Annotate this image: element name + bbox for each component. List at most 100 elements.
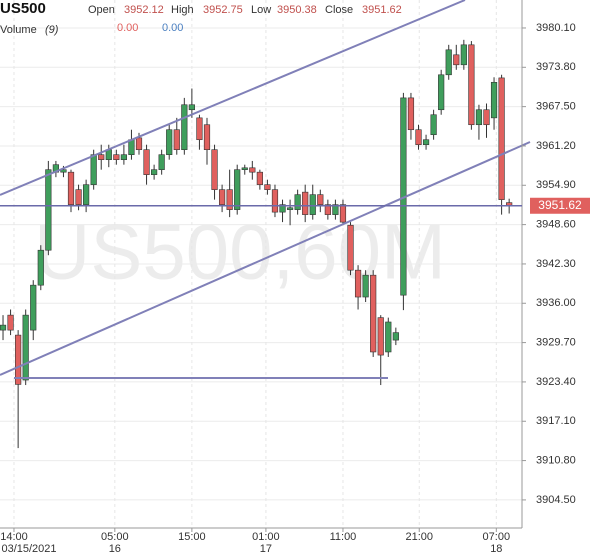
candle-body <box>151 169 158 175</box>
price-tag <box>530 197 590 214</box>
symbol: US500 <box>0 0 46 17</box>
candle-body <box>0 324 7 331</box>
candle-body <box>15 334 22 385</box>
candle-body <box>120 154 127 160</box>
open-value: 3952.12 <box>124 4 164 16</box>
candle-body <box>339 204 347 223</box>
candle-body <box>362 274 369 298</box>
candle-body <box>453 54 460 66</box>
candle-body <box>83 184 90 205</box>
candle-body <box>113 154 120 160</box>
candle-body <box>490 81 498 119</box>
candle-body <box>415 129 422 146</box>
x-date-label: 03/15/2021 <box>1 543 56 555</box>
candle-body <box>173 129 180 150</box>
x-date-label: 18 <box>490 543 502 555</box>
candle-body <box>498 77 505 200</box>
candle-body <box>234 169 241 210</box>
candle-body <box>37 249 44 286</box>
x-tick-label: 05:00 <box>101 531 129 543</box>
candle-body <box>354 269 362 298</box>
candle-body <box>271 189 279 213</box>
x-tick-label: 07:00 <box>483 531 511 543</box>
candle-body <box>264 184 271 190</box>
candle-body <box>317 194 324 205</box>
trend-line <box>0 141 531 376</box>
volume-label: Volume <box>0 24 37 36</box>
candle-body <box>347 224 354 271</box>
candle-body <box>324 204 331 215</box>
y-tick-label: 3973.80 <box>536 61 576 73</box>
candle-body <box>60 169 67 173</box>
candle-body <box>196 117 203 141</box>
high-value: 3952.75 <box>203 4 243 16</box>
x-tick-label: 11:00 <box>330 531 357 543</box>
candle-body <box>438 74 445 111</box>
volume-period: (9) <box>45 24 59 36</box>
candle-body <box>407 97 415 131</box>
candle-body <box>211 149 218 190</box>
candle-body <box>445 49 452 76</box>
candle-body <box>203 124 211 150</box>
high-label: High <box>171 4 194 16</box>
candle-body <box>422 139 430 146</box>
candle-body <box>392 332 399 341</box>
candle-body <box>166 129 173 155</box>
candle-body <box>241 167 248 170</box>
y-tick-label: 3923.40 <box>536 376 576 388</box>
candle-body <box>181 104 188 150</box>
candle-body <box>30 284 37 331</box>
candle-body <box>135 137 143 150</box>
close-label: Close <box>325 4 353 16</box>
y-tick-label: 3961.20 <box>536 140 576 152</box>
y-tick-label: 3917.10 <box>536 415 576 427</box>
candle-body <box>309 194 316 215</box>
candle-body <box>188 104 195 111</box>
candle-body <box>45 169 52 251</box>
candle-body <box>377 317 384 356</box>
low-label: Low <box>251 4 271 16</box>
x-tick-label: 14:00 <box>0 531 28 543</box>
candle-body <box>90 154 97 185</box>
candle-body <box>294 194 301 210</box>
volume-value: 0.00 <box>162 22 183 34</box>
candle-body <box>67 171 75 205</box>
price-tag-label: 3951.62 <box>538 198 582 212</box>
candle-body <box>249 167 256 173</box>
candle-body <box>460 44 467 66</box>
y-tick-label: 3929.70 <box>536 337 576 349</box>
close-value: 3951.62 <box>362 4 402 16</box>
x-tick-label: 01:00 <box>252 531 280 543</box>
candle-body <box>128 139 135 155</box>
candle-body <box>7 314 14 331</box>
candle-body <box>302 191 309 215</box>
candle-body <box>279 204 286 213</box>
candle-body <box>143 149 150 175</box>
y-tick-label: 3942.30 <box>536 258 576 270</box>
candle-body <box>158 154 165 170</box>
candle-body <box>385 321 392 353</box>
watermark: US500,60M <box>34 208 446 296</box>
candle-body <box>256 171 263 185</box>
candle-body <box>468 44 475 126</box>
x-date-label: 17 <box>260 543 272 555</box>
candle-body <box>218 189 226 205</box>
trend-line <box>0 0 466 196</box>
x-tick-label: 15:00 <box>178 531 206 543</box>
x-tick-label: 21:00 <box>405 531 433 543</box>
candle-body <box>98 154 105 160</box>
y-tick-label: 3967.50 <box>536 101 576 113</box>
x-date-label: 16 <box>109 543 121 555</box>
candle-body <box>286 207 294 210</box>
low-value: 3950.38 <box>277 4 317 16</box>
open-label: Open <box>88 4 115 16</box>
candle-body <box>475 109 483 126</box>
volume-value: 0.00 <box>117 22 138 34</box>
candle-body <box>370 274 377 353</box>
y-tick-label: 3936.00 <box>536 297 576 309</box>
candle-body <box>22 314 29 381</box>
y-tick-label: 3948.60 <box>536 219 576 231</box>
candle-body <box>430 114 437 136</box>
y-tick-label: 3954.90 <box>536 179 576 191</box>
